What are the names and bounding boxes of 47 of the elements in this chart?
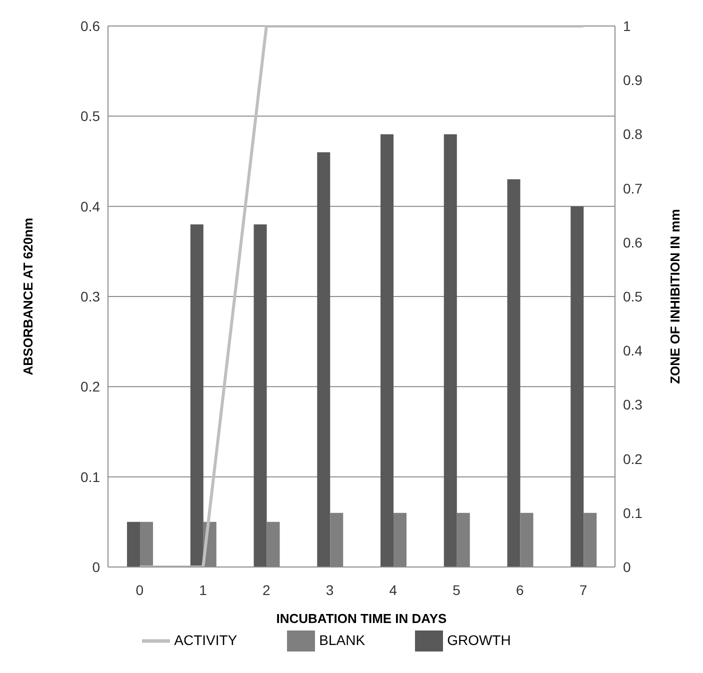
x-tick-label: 6 <box>516 582 524 598</box>
bar <box>570 206 584 567</box>
y2-tick-label: 0.3 <box>623 396 643 413</box>
bar <box>444 134 457 567</box>
y2-axis-title: ZONE OF INHIBITION IN mm <box>668 209 683 384</box>
x-tick-label: 5 <box>452 582 461 598</box>
y-tick-label: 0.6 <box>80 18 100 34</box>
bar <box>584 512 597 567</box>
y2-tick-label: 0.7 <box>623 180 643 196</box>
y-tick-label: 0.2 <box>80 378 100 395</box>
y-tick-label: 0 <box>92 558 100 575</box>
y-tick-label: 0.3 <box>80 288 100 304</box>
y-tick-label: 0.4 <box>80 198 100 214</box>
y-tick-label: 0.1 <box>80 468 100 485</box>
y-tick-label: 0.5 <box>80 108 100 124</box>
y2-tick-label: 0.2 <box>623 450 643 467</box>
y2-tick-label: 1 <box>623 18 631 34</box>
y2-tick-label: 0.1 <box>623 504 643 521</box>
bar <box>380 134 394 567</box>
y2-tick-label: 0.8 <box>623 126 643 142</box>
legend-label: BLANK <box>319 632 366 648</box>
bar <box>394 512 407 567</box>
bar <box>520 512 534 567</box>
y2-tick-label: 0 <box>623 558 631 575</box>
bar <box>507 179 520 567</box>
x-tick-label: 0 <box>136 582 144 598</box>
bar <box>127 522 140 567</box>
bar <box>330 512 344 567</box>
x-axis-title: INCUBATION TIME IN DAYS <box>276 611 448 626</box>
x-tick-label: 4 <box>389 582 398 598</box>
bar <box>140 522 154 567</box>
y2-tick-label: 0.4 <box>623 342 643 359</box>
y2-tick-label: 0.9 <box>623 72 643 88</box>
legend-label: ACTIVITY <box>174 632 238 648</box>
x-tick-label: 7 <box>579 582 588 598</box>
y2-tick-label: 0.6 <box>623 234 643 250</box>
x-tick-label: 3 <box>326 582 334 598</box>
x-tick-label: 1 <box>199 582 208 598</box>
bar <box>317 152 330 567</box>
bar <box>456 512 470 567</box>
y-axis-title: ABSORBANCE AT 620nm <box>20 218 36 376</box>
x-tick-label: 2 <box>262 582 271 598</box>
legend-label: GROWTH <box>447 632 511 648</box>
bar <box>266 522 280 567</box>
y2-tick-label: 0.5 <box>623 288 643 304</box>
bar <box>254 224 267 567</box>
bar <box>190 224 204 567</box>
